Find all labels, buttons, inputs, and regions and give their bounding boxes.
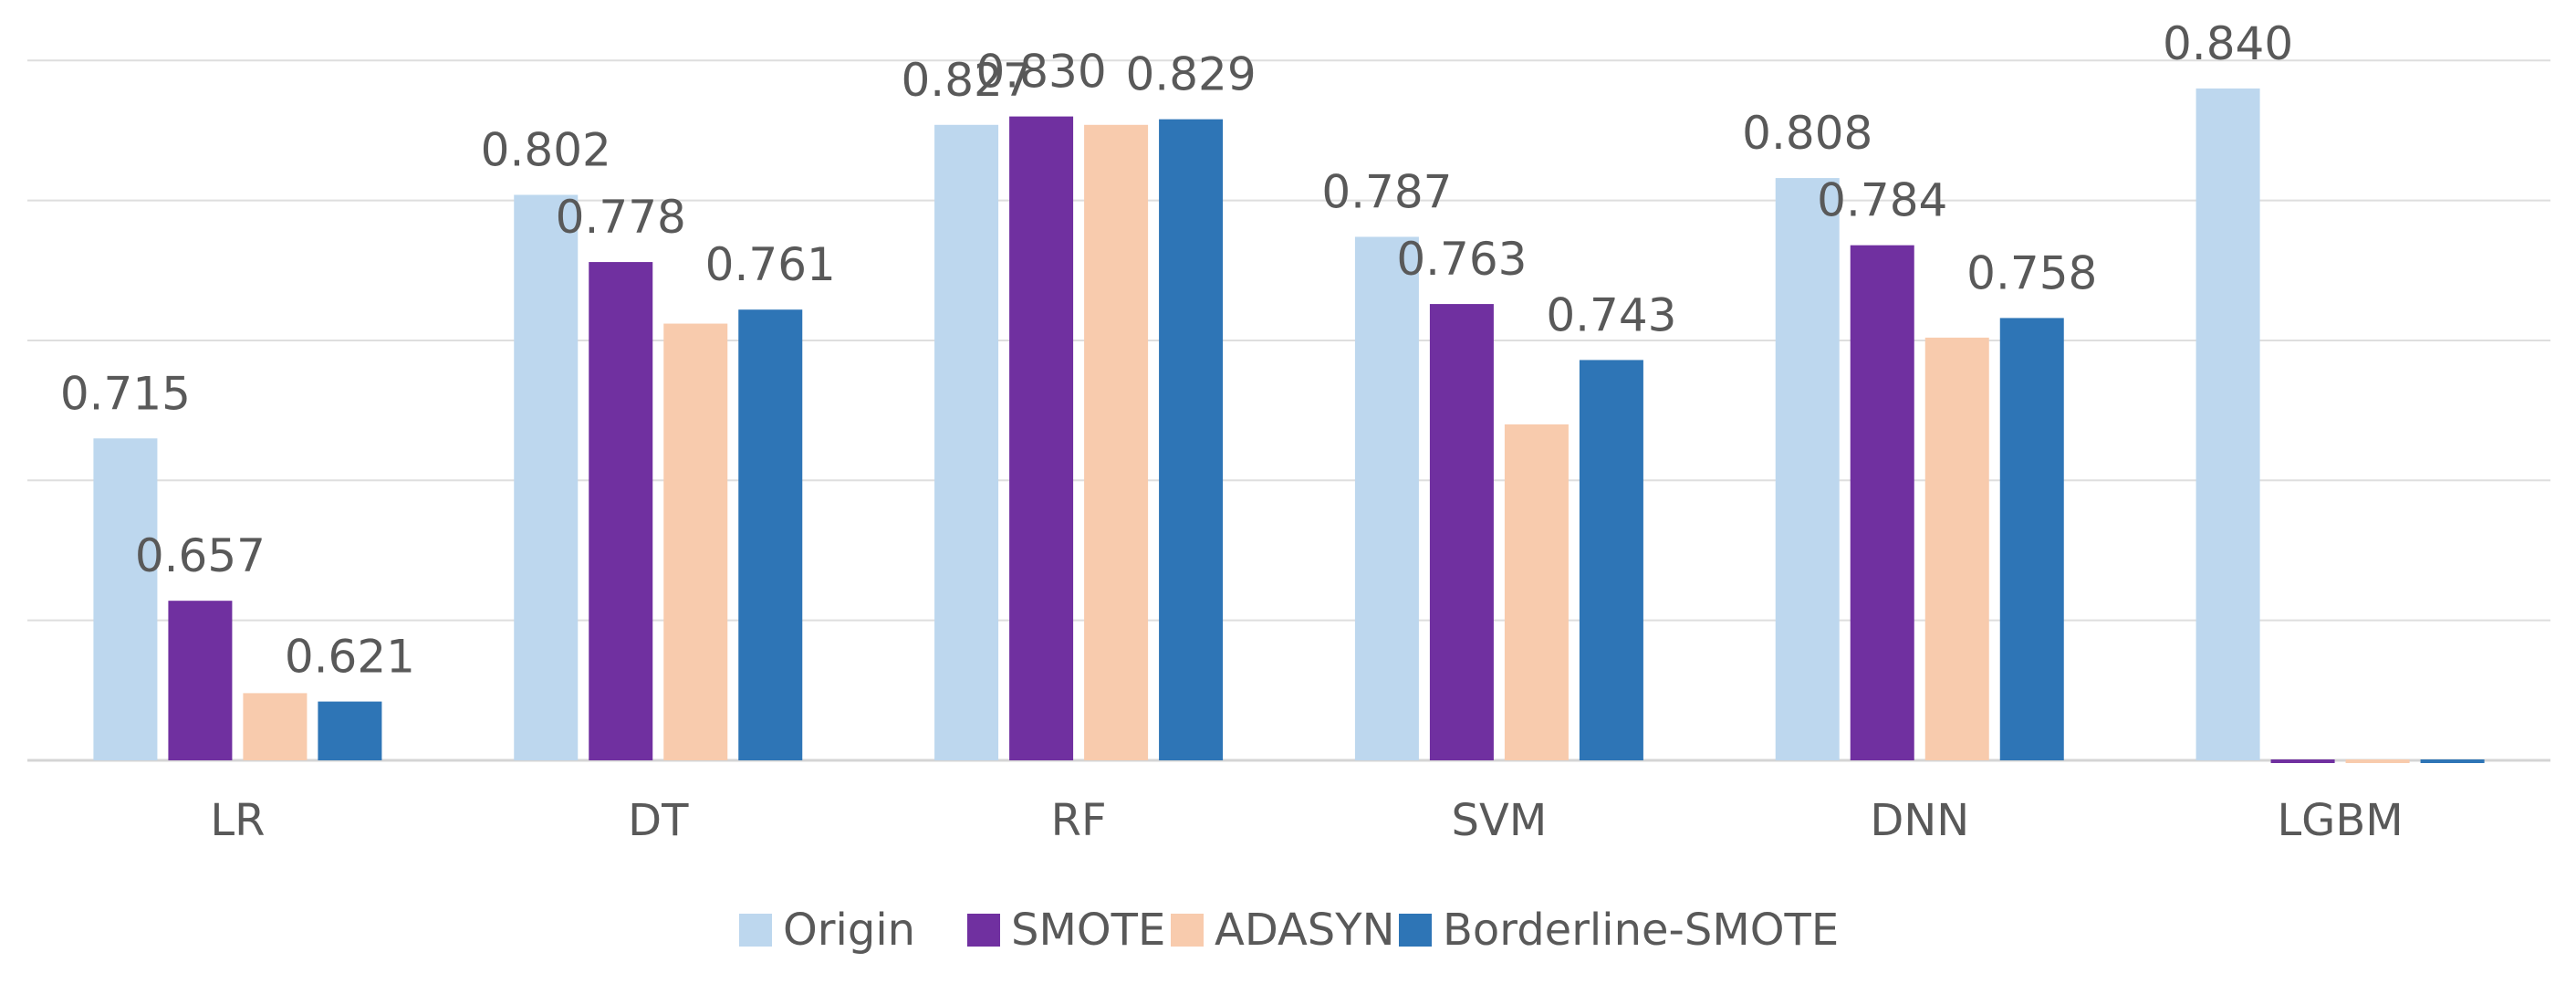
data-label: 0.829 — [1126, 48, 1257, 101]
legend-label: Origin — [783, 905, 915, 956]
bars — [93, 88, 2485, 763]
bar-dt-adasyn — [663, 323, 728, 760]
data-label: 0.621 — [285, 631, 415, 684]
x-tick-label: LGBM — [2277, 795, 2403, 846]
bar-svm-adasyn — [1504, 424, 1569, 760]
data-label: 0.802 — [481, 123, 611, 176]
bar-svm-borderline-smote — [1579, 360, 1643, 760]
data-label: 0.778 — [556, 191, 686, 244]
bar-lgbm-borderline-smote — [2420, 759, 2485, 763]
x-tick-label: LR — [210, 795, 265, 846]
bar-dt-smote — [589, 262, 653, 761]
bar-rf-adasyn — [1084, 124, 1149, 760]
bar-lgbm-adasyn — [2345, 759, 2410, 763]
bar-lr-borderline-smote — [318, 701, 382, 760]
bar-svm-smote — [1429, 304, 1494, 760]
legend: Origin SMOTE ADASYN Borderline-SMOTE — [739, 905, 1839, 956]
data-label: 0.840 — [2163, 17, 2293, 70]
gridlines — [27, 59, 2550, 762]
data-label: 0.827 — [902, 54, 1032, 107]
bar-dt-origin — [514, 194, 579, 760]
data-label: 0.808 — [1742, 107, 1872, 160]
data-labels: 0.715 0.657 0.621 0.802 0.778 0.761 0.8270.830… — [60, 17, 2293, 684]
data-label: 0.715 — [60, 367, 191, 420]
bar-lr-adasyn — [243, 693, 308, 760]
bar-lr-smote — [168, 601, 233, 760]
data-label: 0.784 — [1817, 174, 1947, 227]
bar-dnn-smote — [1850, 245, 1914, 760]
x-tick-label: SVM — [1452, 795, 1548, 846]
x-tick-label: DT — [628, 795, 689, 846]
legend-swatch-borderline-smote — [1399, 914, 1432, 947]
bar-dnn-origin — [1775, 178, 1840, 761]
data-label: 0.787 — [1321, 165, 1452, 218]
legend-swatch-origin — [739, 914, 772, 947]
legend-label: SMOTE — [1011, 905, 1165, 956]
bar-rf-borderline-smote — [1159, 119, 1224, 761]
legend-label: ADASYN — [1215, 905, 1394, 956]
x-axis-ticks: LR DT RF SVM DNN LGBM — [210, 795, 2403, 846]
data-label: 0.657 — [135, 529, 266, 582]
data-label: 0.743 — [1546, 288, 1676, 341]
x-tick-label: DNN — [1870, 795, 1969, 846]
bar-dnn-adasyn — [1924, 337, 1989, 760]
legend-swatch-adasyn — [1171, 914, 1204, 947]
bar-lgbm-smote — [2270, 759, 2335, 763]
data-label: 0.763 — [1396, 233, 1527, 286]
bar-dnn-borderline-smote — [1999, 318, 2064, 760]
data-label: 0.761 — [705, 238, 836, 291]
bar-rf-smote — [1009, 116, 1074, 761]
bar-lr-origin — [93, 438, 158, 760]
data-label: 0.758 — [1966, 246, 2097, 299]
bar-dt-borderline-smote — [738, 309, 803, 760]
bar-lgbm-origin — [2195, 88, 2260, 761]
x-tick-label: RF — [1051, 795, 1107, 846]
data-label: 0.830 — [976, 46, 1107, 99]
legend-label: Borderline-SMOTE — [1443, 905, 1839, 956]
bar-rf-origin — [934, 124, 999, 760]
legend-swatch-smote — [967, 914, 1000, 947]
bar-svm-origin — [1354, 236, 1419, 760]
